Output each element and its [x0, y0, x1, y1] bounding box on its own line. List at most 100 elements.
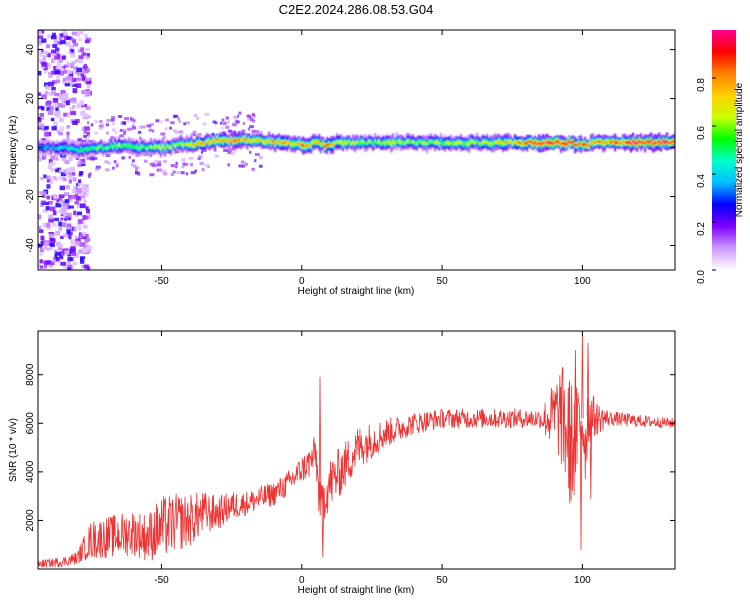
- ridge-cell: [424, 141, 427, 145]
- ridge-cell: [502, 142, 505, 145]
- ridge-cell: [246, 139, 249, 143]
- noise-cell: [63, 201, 69, 207]
- noise-cell: [41, 245, 48, 250]
- ridge-cell: [524, 141, 527, 145]
- ridge-cell: [448, 141, 451, 145]
- ridge-cell: [670, 141, 673, 144]
- noise-cell: [56, 198, 60, 203]
- noise-cell: [71, 251, 77, 256]
- noise-cell: [39, 259, 43, 264]
- ridge-cell: [176, 143, 179, 146]
- noise-cell: [194, 169, 197, 173]
- ridge-cell: [476, 140, 479, 143]
- noise-cell: [49, 240, 54, 246]
- noise-cell: [64, 250, 70, 255]
- ridge-cell: [144, 146, 147, 149]
- ridge-cell: [190, 142, 193, 146]
- noise-cell: [53, 125, 57, 131]
- ridge-cell: [122, 144, 125, 148]
- noise-cell: [49, 180, 54, 184]
- noise-cell: [76, 203, 83, 208]
- ridge-cell: [64, 145, 67, 148]
- noise-cell: [53, 193, 57, 198]
- noise-cell: [80, 111, 86, 116]
- ridge-cell: [56, 147, 59, 150]
- ridge-cell: [410, 140, 413, 144]
- ridge-cell: [312, 140, 315, 144]
- ridge-cell: [48, 144, 51, 148]
- ridge-cell: [612, 140, 615, 143]
- noise-cell: [137, 130, 142, 134]
- noise-cell: [43, 66, 48, 71]
- noise-cell: [214, 121, 218, 125]
- noise-cell: [83, 199, 87, 203]
- ridge-cell: [566, 143, 569, 146]
- noise-cell: [223, 148, 228, 152]
- ridge-cell: [230, 137, 233, 141]
- noise-cell: [83, 138, 90, 143]
- noise-cell: [90, 155, 94, 159]
- noise-cell: [48, 159, 53, 164]
- noise-cell: [74, 201, 80, 205]
- ridge-cell: [254, 139, 257, 142]
- ridge-cell: [90, 147, 93, 150]
- noise-cell: [51, 86, 56, 90]
- noise-cell: [60, 100, 65, 105]
- noise-cell: [84, 239, 88, 244]
- noise-cell: [59, 126, 65, 132]
- x-tick-label: 0: [299, 575, 305, 586]
- noise-cell: [92, 156, 98, 160]
- ridge-cell: [128, 143, 131, 147]
- ridge-cell: [542, 141, 545, 145]
- noise-cell: [84, 47, 90, 52]
- noise-cell: [47, 175, 51, 180]
- noise-cell: [67, 175, 74, 180]
- ridge-cell: [362, 140, 365, 143]
- noise-cell: [84, 40, 90, 44]
- noise-cell: [189, 133, 194, 137]
- ridge-cell: [384, 141, 387, 145]
- ridge-cell: [668, 141, 671, 145]
- noise-cell: [60, 172, 67, 177]
- noise-cell: [113, 160, 117, 164]
- noise-cell: [214, 154, 219, 158]
- ridge-cell: [238, 138, 241, 141]
- noise-cell: [66, 229, 71, 235]
- noise-cell: [70, 239, 77, 244]
- noise-cell: [43, 241, 50, 247]
- noise-cell: [83, 134, 88, 138]
- ridge-cell: [300, 143, 303, 147]
- noise-cell: [55, 51, 59, 55]
- ridge-cell: [386, 141, 389, 144]
- ridge-cell: [406, 139, 409, 143]
- noise-cell: [68, 234, 72, 240]
- ridge-cell: [620, 141, 623, 145]
- noise-cell: [115, 163, 120, 167]
- noise-cell: [75, 213, 79, 218]
- noise-cell: [61, 55, 66, 60]
- noise-cell: [59, 185, 65, 191]
- noise-cell: [71, 61, 76, 65]
- noise-cell: [52, 80, 57, 85]
- noise-cell: [87, 156, 92, 160]
- ridge-cell: [130, 145, 133, 148]
- noise-cell: [71, 242, 76, 247]
- noise-cell: [98, 126, 104, 130]
- ridge-cell: [234, 139, 237, 142]
- noise-cell: [46, 226, 52, 230]
- ridge-cell: [162, 144, 165, 148]
- noise-cell: [39, 176, 44, 181]
- noise-cell: [72, 88, 78, 94]
- ridge-cell: [80, 147, 83, 151]
- noise-cell: [58, 243, 63, 249]
- noise-cell: [183, 162, 189, 166]
- ridge-cell: [588, 144, 591, 147]
- noise-cell: [80, 265, 86, 269]
- ridge-cell: [418, 139, 421, 143]
- noise-cell: [79, 102, 85, 106]
- ridge-cell: [236, 139, 239, 142]
- ridge-cell: [510, 140, 513, 143]
- noise-cell: [62, 80, 66, 84]
- noise-cell: [186, 121, 190, 125]
- noise-cell: [83, 126, 90, 131]
